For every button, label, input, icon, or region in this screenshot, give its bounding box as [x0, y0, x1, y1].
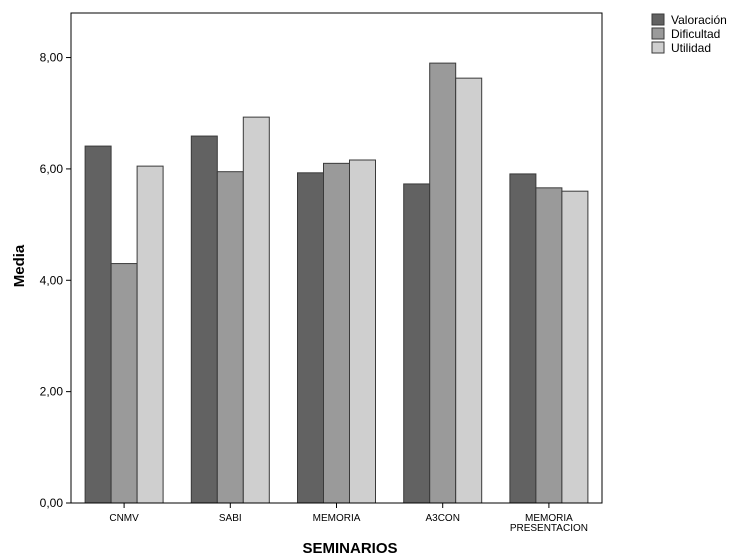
x-tick-label: MEMORIA PRESENTACION — [510, 513, 588, 534]
bar — [136, 165, 164, 504]
bar — [84, 145, 112, 504]
y-axis-label: Media — [11, 244, 28, 287]
legend-label: Dificultad — [671, 27, 720, 41]
y-tick-label: 8,00 — [40, 51, 64, 65]
bar — [110, 263, 138, 504]
x-tick-label-line: PRESENTACION — [510, 523, 588, 534]
x-axis-label: SEMINARIOS — [302, 540, 397, 555]
bar — [509, 173, 537, 504]
bar — [190, 135, 218, 504]
x-tick-label-line: MEMORIA — [525, 513, 573, 524]
legend-label: Utilidad — [671, 41, 711, 55]
axes-group: 0,00 2,00 4,00 6,00 8,00 CNMV SABI MEMORIA A3CON… — [40, 12, 603, 534]
legend-swatch — [651, 27, 665, 40]
bar — [242, 116, 270, 504]
bar — [297, 172, 324, 504]
legend-swatch — [651, 41, 665, 54]
x-tick-label: A3CON — [425, 513, 459, 524]
x-tick-label-line: MEMORIA — [313, 513, 361, 524]
bar — [323, 162, 350, 504]
bar — [535, 187, 563, 504]
x-tick-label: MEMORIA — [313, 513, 361, 524]
bar — [429, 62, 457, 504]
bar — [455, 77, 483, 504]
legend-swatch — [651, 13, 665, 26]
x-tick-label-line: CNMV — [109, 513, 139, 524]
bar — [216, 171, 244, 504]
x-tick-label: SABI — [219, 513, 242, 524]
x-tick-label-line: SABI — [219, 513, 242, 524]
legend-label: Valoración — [671, 13, 727, 27]
bar — [403, 183, 431, 504]
bar — [561, 190, 589, 504]
bar — [349, 159, 376, 504]
y-tick-label: 4,00 — [40, 273, 64, 287]
bars-group — [84, 62, 589, 504]
x-tick-label: CNMV — [109, 513, 139, 524]
x-tick-label-line: A3CON — [425, 513, 459, 524]
y-tick-label: 6,00 — [40, 162, 64, 176]
y-tick-label: 2,00 — [40, 385, 64, 399]
y-tick-label: 0,00 — [40, 496, 64, 510]
